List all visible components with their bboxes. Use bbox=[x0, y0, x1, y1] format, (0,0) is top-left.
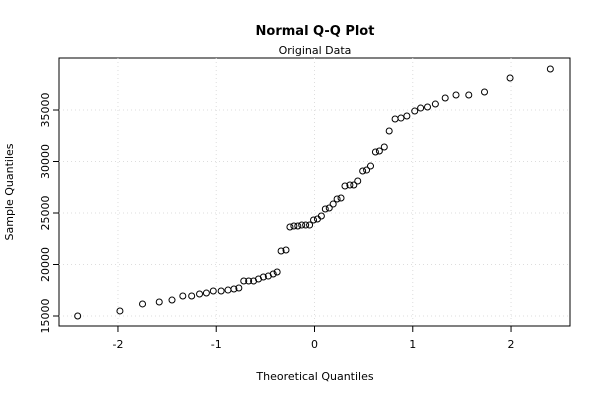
point bbox=[424, 103, 432, 111]
point bbox=[224, 286, 232, 294]
point bbox=[286, 223, 294, 231]
y-tick-label: 25000 bbox=[39, 196, 52, 231]
point bbox=[359, 167, 367, 175]
point bbox=[282, 246, 290, 254]
point bbox=[397, 114, 405, 122]
y-axis-label: Sample Quantiles bbox=[3, 143, 16, 240]
point bbox=[329, 200, 337, 208]
point bbox=[235, 284, 243, 292]
point bbox=[188, 292, 196, 300]
point bbox=[116, 307, 124, 315]
point bbox=[431, 100, 439, 108]
point bbox=[294, 222, 302, 230]
point bbox=[441, 94, 449, 102]
x-tick-label: 1 bbox=[409, 338, 416, 351]
point bbox=[139, 300, 147, 308]
point bbox=[317, 212, 325, 220]
point bbox=[371, 148, 379, 156]
point bbox=[240, 277, 248, 285]
point bbox=[380, 143, 388, 151]
point bbox=[333, 195, 341, 203]
point bbox=[411, 107, 419, 115]
point bbox=[306, 221, 314, 229]
point bbox=[391, 115, 399, 123]
point bbox=[259, 273, 267, 281]
point bbox=[481, 88, 489, 96]
point bbox=[385, 127, 393, 135]
point bbox=[277, 247, 285, 255]
point bbox=[310, 216, 318, 224]
point bbox=[155, 298, 163, 306]
point bbox=[245, 277, 253, 285]
point bbox=[209, 287, 217, 295]
point bbox=[74, 312, 82, 320]
point bbox=[506, 74, 514, 82]
point bbox=[179, 292, 187, 300]
point bbox=[375, 147, 383, 155]
x-axis-label: Theoretical Quantiles bbox=[255, 370, 373, 383]
point bbox=[302, 221, 310, 229]
point bbox=[313, 215, 321, 223]
point bbox=[290, 222, 298, 230]
point bbox=[168, 296, 176, 304]
x-tick-label: -1 bbox=[211, 338, 222, 351]
point bbox=[273, 268, 281, 276]
x-tick-label: 0 bbox=[311, 338, 318, 351]
point bbox=[341, 182, 349, 190]
point bbox=[269, 270, 277, 278]
point bbox=[298, 221, 306, 229]
point bbox=[403, 112, 411, 120]
chart-title: Normal Q-Q Plot bbox=[256, 24, 375, 39]
y-tick-label: 30000 bbox=[39, 144, 52, 179]
y-tick-label: 35000 bbox=[39, 93, 52, 128]
point bbox=[325, 204, 333, 212]
point bbox=[417, 104, 425, 112]
point bbox=[546, 65, 554, 73]
x-tick-label: 2 bbox=[508, 338, 515, 351]
point bbox=[337, 194, 345, 202]
point bbox=[452, 91, 460, 99]
point bbox=[350, 181, 358, 189]
chart-subtitle: Original Data bbox=[279, 44, 352, 57]
point bbox=[321, 205, 329, 213]
point bbox=[230, 285, 238, 293]
point bbox=[217, 287, 225, 295]
point bbox=[346, 181, 354, 189]
point bbox=[465, 91, 473, 99]
point bbox=[354, 177, 362, 185]
point bbox=[202, 289, 210, 297]
x-tick-label: -2 bbox=[112, 338, 123, 351]
point bbox=[196, 290, 204, 298]
y-tick-label: 20000 bbox=[39, 247, 52, 282]
point bbox=[367, 162, 375, 170]
y-tick-label: 15000 bbox=[39, 299, 52, 334]
point bbox=[363, 166, 371, 174]
